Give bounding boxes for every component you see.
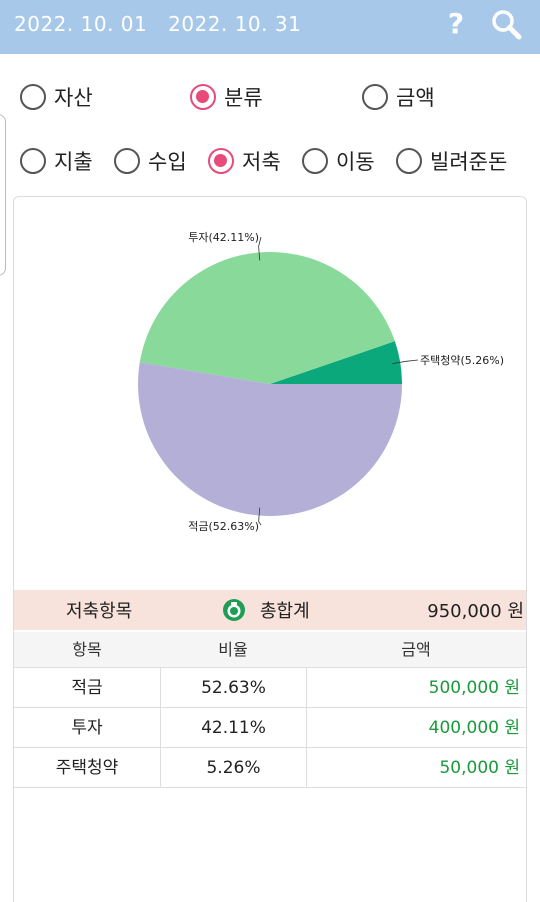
pie-slice-적금[interactable] xyxy=(138,362,402,516)
slice-label: 주택청약(5.26%) xyxy=(420,353,504,367)
slice-label: 적금(52.63%) xyxy=(188,520,259,533)
summary-total-amount: 950,000 원 xyxy=(427,601,524,622)
type-filter-group: 지출 수입 저축 이동 빌려준돈 xyxy=(0,141,540,181)
row-ratio: 42.11% xyxy=(160,708,306,748)
radio-expense[interactable]: 지출 xyxy=(20,141,93,181)
row-amount: 50,000 원 xyxy=(306,748,526,788)
radio-transfer[interactable]: 이동 xyxy=(302,141,375,181)
report-card: 주택청약(5.26%) 투자(42.11%) 적금(52.63%) 저축항목 총합계… xyxy=(13,196,527,902)
radio-circle[interactable] xyxy=(20,148,46,174)
radio-circle[interactable] xyxy=(114,148,140,174)
radio-amount[interactable]: 금액 xyxy=(362,77,435,117)
radio-label: 지출 xyxy=(54,150,93,174)
table-row[interactable]: 주택청약 5.26% 50,000 원 xyxy=(14,748,526,788)
table-row[interactable]: 적금 52.63% 500,000 원 xyxy=(14,668,526,708)
header-item: 항목 xyxy=(72,640,102,659)
radio-label: 자산 xyxy=(54,86,93,110)
summary-row: 저축항목 총합계 950,000 원 xyxy=(14,590,526,630)
radio-lent-money[interactable]: 빌려준돈 xyxy=(396,141,507,181)
view-mode-group: 자산 분류 금액 xyxy=(0,77,540,117)
header-amount: 금액 xyxy=(401,640,431,659)
radio-circle[interactable] xyxy=(302,148,328,174)
radio-circle[interactable] xyxy=(362,84,388,110)
summary-label: 저축항목 xyxy=(66,601,133,622)
header-ratio: 비율 xyxy=(218,640,248,659)
row-amount: 500,000 원 xyxy=(306,668,526,708)
leader-line xyxy=(392,359,419,364)
table-header: 항목 비율 금액 xyxy=(14,632,526,668)
radio-income[interactable]: 수입 xyxy=(114,141,187,181)
radio-label: 저축 xyxy=(242,150,281,174)
radio-label: 수입 xyxy=(148,150,187,174)
table-row[interactable]: 투자 42.11% 400,000 원 xyxy=(14,708,526,748)
radio-circle[interactable] xyxy=(20,84,46,110)
leader-line xyxy=(258,507,262,526)
end-date[interactable]: 2022. 10. 31 xyxy=(168,12,302,36)
row-ratio: 5.26% xyxy=(160,748,306,788)
row-amount: 400,000 원 xyxy=(306,708,526,748)
radio-circle[interactable] xyxy=(396,148,422,174)
radio-category[interactable]: 분류 xyxy=(190,77,263,117)
row-item: 투자 xyxy=(71,718,103,738)
leader-line xyxy=(258,236,262,261)
radio-asset[interactable]: 자산 xyxy=(20,77,93,117)
top-bar: 2022. 10. 01 2022. 10. 31 ? xyxy=(0,0,540,54)
row-item: 적금 xyxy=(71,678,103,698)
pie-slice-투자[interactable] xyxy=(139,251,395,384)
pie-slice-주택청약[interactable] xyxy=(270,341,402,384)
money-bag-icon xyxy=(223,599,245,621)
drawer-handle[interactable] xyxy=(0,114,6,276)
row-item: 주택청약 xyxy=(55,758,119,778)
slice-label: 투자(42.11%) xyxy=(188,231,259,244)
radio-circle[interactable] xyxy=(190,84,216,110)
radio-label: 빌려준돈 xyxy=(430,150,508,174)
radio-label: 금액 xyxy=(396,86,435,110)
row-ratio: 52.63% xyxy=(160,668,306,708)
summary-total-label: 총합계 xyxy=(260,601,310,622)
radio-label: 이동 xyxy=(336,150,375,174)
question-icon[interactable]: ? xyxy=(447,7,465,40)
radio-savings[interactable]: 저축 xyxy=(208,141,281,181)
start-date[interactable]: 2022. 10. 01 xyxy=(14,12,148,36)
radio-label: 분류 xyxy=(224,86,263,110)
radio-circle[interactable] xyxy=(208,148,234,174)
date-range[interactable]: 2022. 10. 01 2022. 10. 31 xyxy=(14,12,315,36)
pie-chart[interactable]: 주택청약(5.26%) 투자(42.11%) 적금(52.63%) xyxy=(14,197,526,589)
search-icon[interactable] xyxy=(490,8,524,42)
